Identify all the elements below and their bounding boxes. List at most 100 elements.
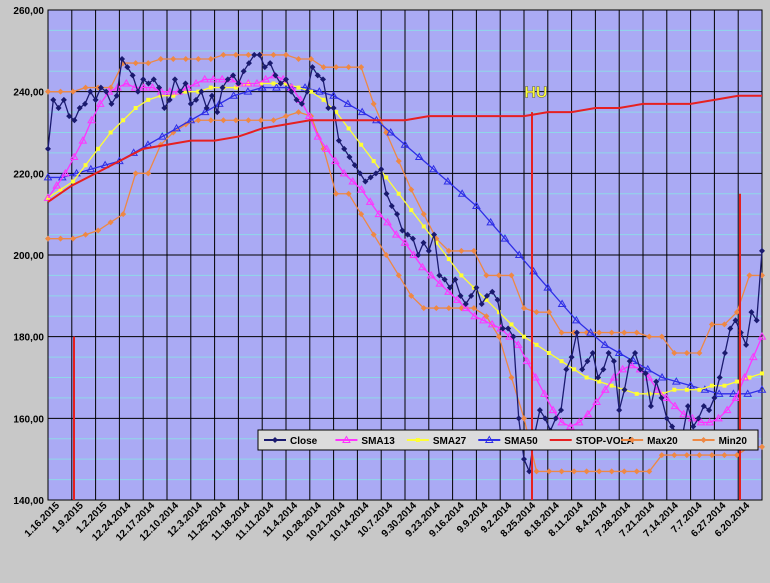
data-point (542, 415, 549, 422)
data-point (298, 100, 305, 107)
data-point (120, 211, 127, 218)
data-point (367, 174, 374, 181)
data-point (140, 76, 147, 83)
data-point (583, 409, 593, 418)
data-point (371, 159, 376, 164)
data-point (600, 385, 610, 393)
data-point (408, 186, 415, 193)
data-point (132, 170, 139, 177)
data-point (82, 231, 89, 238)
data-point (108, 130, 113, 135)
data-point (458, 247, 465, 254)
data-point (57, 88, 64, 95)
data-point (261, 74, 271, 83)
data-point (45, 235, 51, 242)
data-point (696, 417, 706, 426)
legend-item: SMA13 (335, 435, 395, 447)
data-point (400, 238, 410, 246)
data-point (251, 51, 258, 58)
data-point (445, 247, 452, 254)
data-point (700, 385, 710, 393)
data-point (757, 385, 767, 393)
data-point (421, 224, 426, 229)
data-point (309, 89, 314, 94)
data-point (486, 217, 496, 226)
data-point (452, 295, 462, 303)
data-point (341, 145, 348, 152)
data-point (657, 373, 667, 381)
data-point (124, 64, 131, 71)
data-point (642, 370, 649, 377)
data-point (568, 354, 575, 361)
data-point (760, 371, 764, 376)
data-point (708, 321, 715, 328)
data-point (632, 350, 639, 356)
data-point (714, 413, 723, 422)
legend-label: STOP-VOLA (576, 436, 634, 447)
data-point (446, 257, 451, 262)
data-point (359, 142, 364, 147)
data-point (145, 80, 152, 87)
data-point (214, 109, 221, 116)
data-point (177, 88, 184, 95)
data-point (579, 366, 586, 373)
data-point (313, 132, 323, 140)
data-point (72, 168, 81, 177)
data-point (729, 389, 738, 397)
y-tick-label: 240,00 (13, 88, 44, 99)
data-point (748, 352, 758, 361)
data-point (484, 435, 494, 443)
data-point (245, 60, 252, 67)
data-point (132, 60, 139, 67)
data-point (759, 443, 765, 450)
data-point (346, 126, 351, 131)
data-point (721, 321, 728, 328)
data-point (572, 367, 577, 372)
series-line (48, 54, 762, 354)
data-point (230, 72, 237, 79)
data-point (733, 309, 740, 316)
data-point (182, 80, 189, 87)
data-point (378, 166, 385, 173)
data-point (420, 211, 427, 218)
data-point (87, 88, 94, 95)
data-point (283, 51, 289, 58)
data-point (732, 317, 739, 324)
data-point (386, 128, 396, 136)
data-point (83, 163, 88, 168)
data-point (157, 56, 164, 62)
data-point (415, 252, 422, 258)
data-point (293, 96, 300, 103)
data-point (157, 132, 167, 140)
data-point (150, 76, 157, 83)
data-point (571, 315, 581, 324)
data-point (220, 117, 227, 124)
data-point (113, 92, 120, 99)
data-point (452, 276, 459, 283)
data-point (495, 272, 502, 279)
data-point (757, 332, 767, 340)
data-point (207, 117, 214, 124)
data-point (314, 87, 324, 95)
data-point (395, 158, 402, 165)
data-point (78, 136, 88, 144)
y-tick-label: 160,00 (13, 414, 44, 425)
data-point (643, 364, 653, 373)
data-point (600, 366, 607, 373)
data-point (596, 329, 603, 336)
data-point (418, 262, 427, 271)
data-point (394, 211, 401, 218)
data-point (243, 87, 253, 95)
data-point (133, 106, 138, 110)
data-point (461, 303, 471, 312)
data-point (722, 405, 732, 414)
data-point (696, 452, 703, 459)
annotation-label: HU (524, 85, 547, 102)
data-point (558, 468, 565, 475)
data-point (43, 193, 53, 201)
series-line (47, 82, 763, 395)
data-point (629, 437, 636, 443)
data-point (706, 407, 713, 414)
data-point (351, 162, 358, 169)
